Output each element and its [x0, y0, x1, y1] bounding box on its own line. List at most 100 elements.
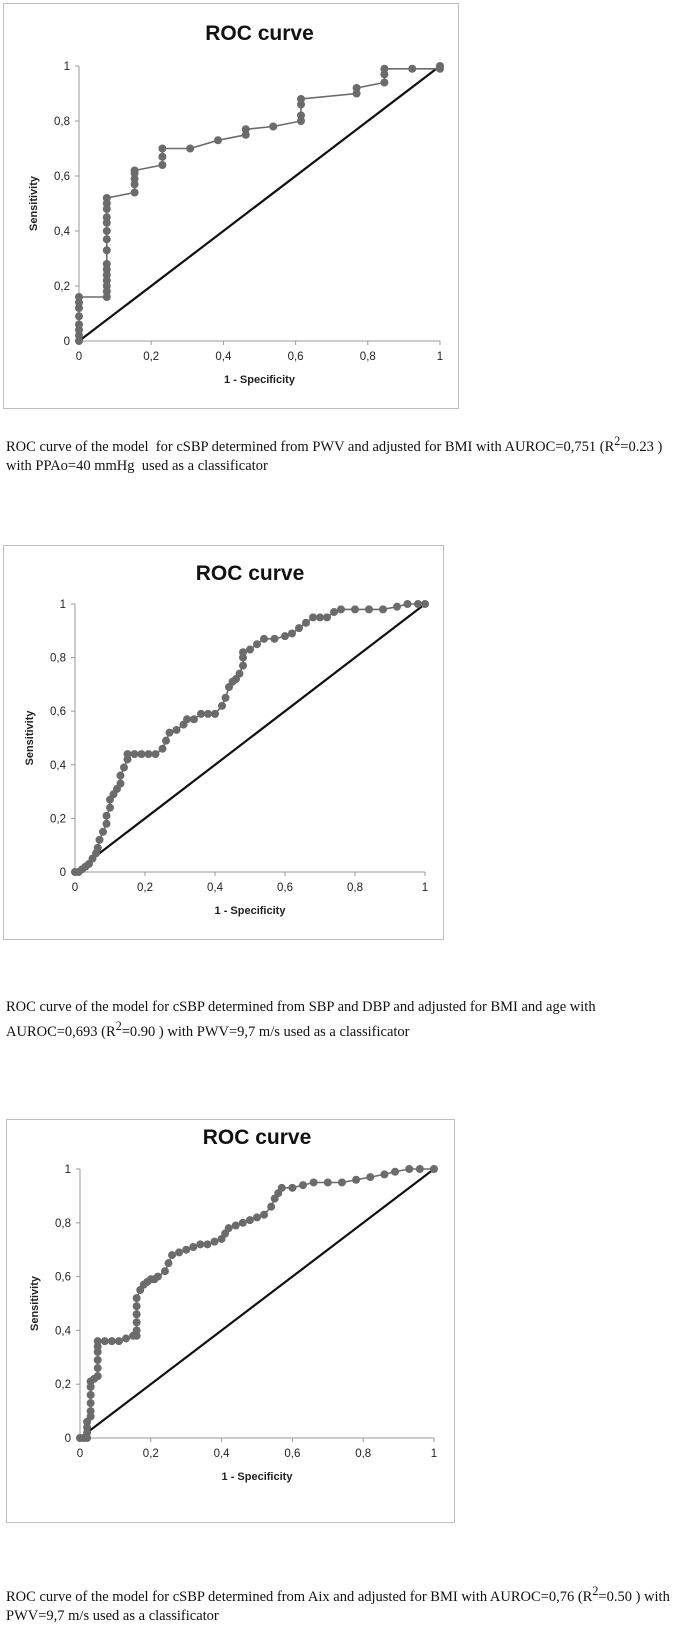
roc-data-point	[224, 1224, 233, 1233]
roc-data-point	[403, 600, 412, 608]
roc-data-point	[197, 709, 205, 718]
roc-data-point	[75, 320, 83, 329]
roc-data-point	[323, 1178, 332, 1187]
roc-data-point	[421, 600, 429, 608]
roc-data-point	[144, 750, 153, 759]
roc-data-point	[158, 152, 167, 161]
roc-data-point	[277, 1183, 286, 1192]
roc-data-point	[75, 298, 83, 307]
roc-data-point	[253, 640, 261, 649]
y-tick-label: 1	[60, 599, 66, 611]
roc-data-point	[260, 634, 268, 643]
roc-data-point	[158, 744, 167, 753]
roc-data-point	[380, 70, 389, 79]
roc-data-point	[246, 645, 254, 654]
chart-panel-1: ROC curve 0 0,2 0,4 0,6 0,8 1 0 0,2 0,4 0,6 0,8 1 1 -…	[3, 3, 459, 409]
y-tick-label: 0,8	[54, 116, 70, 128]
roc-data-point	[102, 811, 111, 820]
roc-data-point	[102, 199, 111, 208]
roc-data-point	[102, 265, 111, 274]
roc-data-point	[281, 632, 289, 641]
roc-data-point	[102, 260, 111, 268]
roc-data-point	[102, 194, 111, 202]
roc-data-point	[151, 750, 160, 759]
roc-data-point	[238, 1218, 247, 1227]
y-axis-label: Sensitivity	[28, 175, 40, 231]
chart-title: ROC curve	[196, 562, 305, 585]
x-tick-label: 0	[72, 882, 78, 894]
roc-data-point	[299, 1181, 308, 1190]
roc-data-point	[302, 618, 310, 627]
roc-data-point	[323, 613, 331, 622]
roc-data-point	[183, 715, 191, 724]
roc-data-point	[380, 1170, 389, 1179]
roc-data-point	[116, 771, 125, 780]
roc-data-point	[253, 1213, 261, 1222]
roc-data-point	[297, 111, 306, 120]
x-tick-label: 0,4	[214, 1448, 231, 1460]
x-tick-label: 0	[76, 351, 82, 363]
roc-data-point	[75, 331, 83, 340]
roc-data-point	[100, 1337, 109, 1346]
y-tick-label: 0,6	[50, 706, 66, 718]
roc-data-point	[337, 1178, 346, 1187]
roc-data-point	[436, 62, 444, 70]
roc-curve-line	[78, 66, 441, 341]
roc-data-point	[102, 246, 111, 255]
roc-data-point	[393, 602, 401, 611]
roc-data-point	[351, 605, 359, 614]
roc-data-point	[93, 1337, 102, 1346]
y-tick-label: 0,6	[54, 171, 70, 183]
figure-caption-1: ROC curve of the model for cSBP determin…	[6, 434, 663, 474]
roc-data-point	[86, 1390, 95, 1399]
roc-data-point	[95, 835, 104, 844]
roc-data-point	[213, 136, 222, 145]
roc-data-point	[190, 715, 198, 724]
roc-data-point	[380, 64, 389, 73]
y-tick-label: 0,2	[50, 813, 66, 825]
y-tick-label: 0,8	[55, 1218, 71, 1230]
roc-data-point	[165, 728, 174, 737]
y-axis-label: Sensitivity	[24, 710, 36, 766]
roc-data-point	[107, 1337, 116, 1346]
roc-data-point	[309, 1178, 318, 1187]
roc-chart-2: ROC curve 0 0,2 0,4 0,6 0,8 1 0 0,2 0,4 0,6 0,8 1 1 -…	[24, 562, 429, 917]
roc-data-point	[196, 1240, 205, 1249]
roc-data-point	[93, 1364, 102, 1373]
y-tick-label: 0,4	[54, 226, 71, 238]
x-tick-label: 0,2	[143, 351, 159, 363]
x-tick-label: 1	[431, 1448, 437, 1460]
roc-data-point	[269, 122, 278, 131]
roc-data-point	[75, 337, 83, 345]
roc-data-point	[114, 1337, 123, 1346]
roc-data-point	[158, 144, 167, 153]
roc-data-point	[288, 629, 296, 638]
roc-data-point	[211, 709, 219, 718]
roc-data-point	[405, 1165, 414, 1173]
roc-data-point	[270, 634, 279, 643]
chart-title: ROC curve	[205, 22, 314, 45]
roc-data-point	[130, 166, 139, 175]
roc-data-point	[267, 1202, 276, 1211]
roc-data-point	[102, 293, 111, 301]
x-tick-label: 1	[437, 351, 443, 363]
x-tick-label: 0,8	[360, 351, 376, 363]
roc-data-point	[231, 1221, 240, 1230]
roc-data-point	[93, 843, 102, 852]
chart-panel-3: ROC curve 0 0,2 0,4 0,6 0,8 1 0 0,2 0,4 0,6 0,8 1 1 -…	[6, 1119, 455, 1523]
x-tick-label: 0,6	[284, 1448, 300, 1460]
roc-data-point	[106, 803, 114, 812]
roc-data-point	[241, 130, 250, 139]
roc-data-point	[132, 1294, 141, 1303]
roc-data-point	[93, 1372, 102, 1381]
x-tick-label: 0,8	[355, 1448, 371, 1460]
roc-data-point	[75, 312, 83, 321]
roc-data-point	[337, 605, 345, 614]
roc-data-point	[415, 1165, 424, 1173]
roc-data-point	[75, 293, 83, 301]
roc-data-point	[120, 763, 128, 772]
reference-diagonal-line	[74, 603, 426, 873]
roc-data-point	[352, 89, 361, 98]
roc-data-point	[221, 693, 230, 702]
x-axis-label: 1 - Specificity	[224, 374, 296, 386]
